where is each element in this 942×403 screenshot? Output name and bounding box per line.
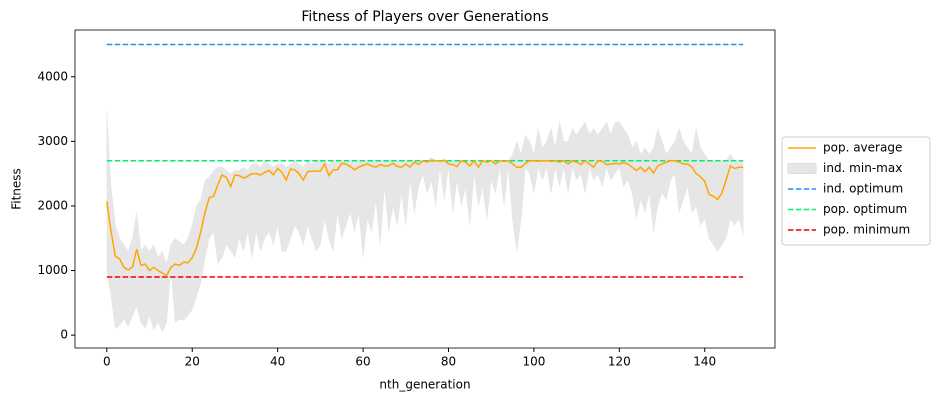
y-tick-label: 1000 [37, 263, 68, 277]
x-tick-label: 80 [441, 355, 456, 369]
x-tick-label: 40 [270, 355, 285, 369]
x-axis-label: nth_generation [379, 378, 470, 392]
legend-swatch [787, 163, 817, 174]
x-tick-label: 0 [103, 355, 111, 369]
y-tick-label: 2000 [37, 198, 68, 212]
y-tick-label: 4000 [37, 69, 68, 83]
legend-label: pop. average [823, 141, 902, 155]
legend-label: pop. minimum [823, 223, 910, 237]
x-tick-label: 140 [693, 355, 716, 369]
x-tick-label: 120 [608, 355, 631, 369]
plot-frame [74, 29, 776, 349]
legend-box [781, 136, 931, 246]
chart-title: Fitness of Players over Generations [301, 9, 548, 25]
x-tick-label: 100 [522, 355, 545, 369]
legend-label: ind. min-max [823, 161, 902, 175]
x-tick-label: 20 [185, 355, 200, 369]
min-max-band [106, 110, 744, 333]
legend-label: ind. optimum [823, 182, 903, 196]
average-line [106, 159, 744, 277]
y-tick-label: 3000 [37, 134, 68, 148]
legend-label: pop. optimum [823, 202, 907, 216]
y-axis-label: Fitness [10, 168, 24, 210]
y-tick-label: 0 [60, 328, 68, 342]
x-tick-label: 60 [355, 355, 370, 369]
